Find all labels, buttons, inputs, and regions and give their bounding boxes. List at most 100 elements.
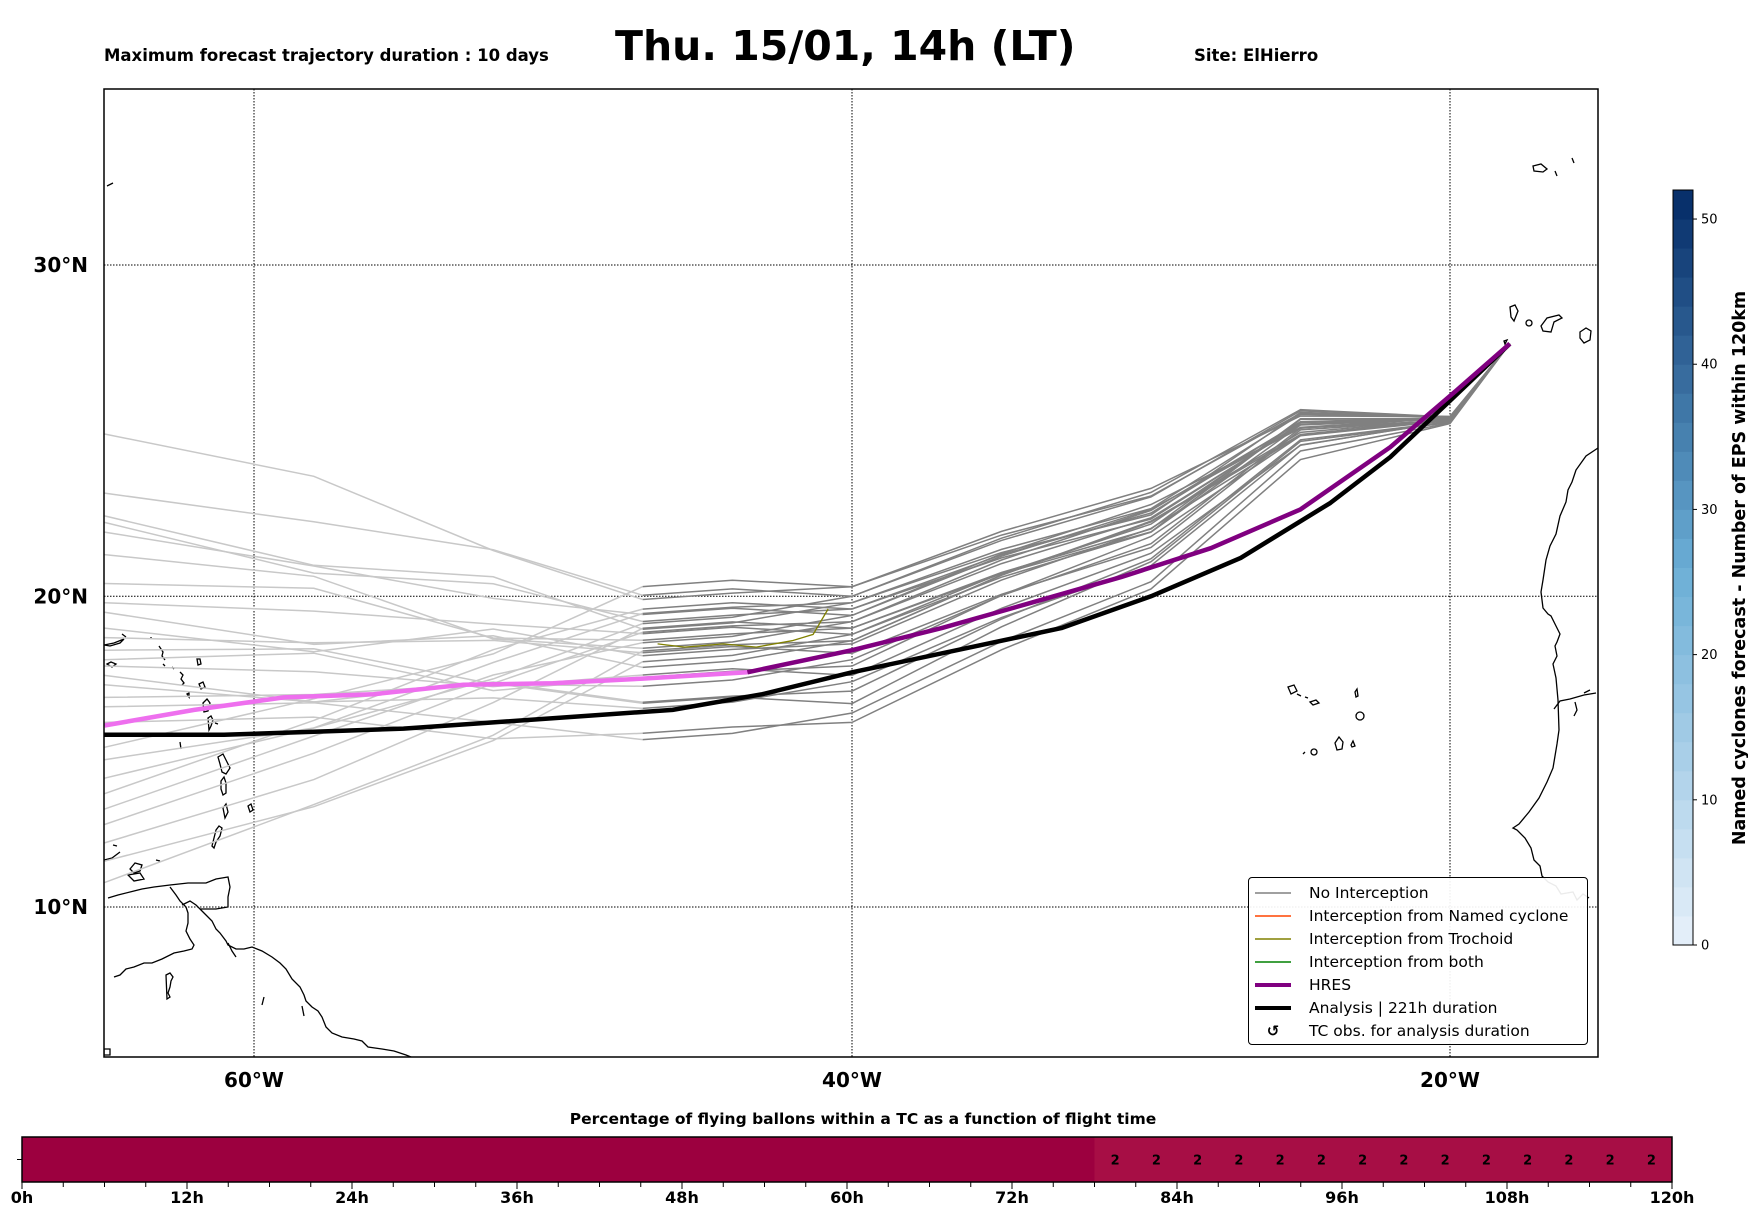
colorbar-level: [1673, 219, 1693, 249]
legend-item-tc-obs: ↺ TC obs. for analysis duration: [1249, 1019, 1530, 1042]
tc-bar-tick-label: 108h: [1485, 1188, 1530, 1207]
colorbar-level: [1673, 277, 1693, 307]
colorbar-level: [1673, 886, 1693, 917]
colorbar-level: [1673, 654, 1693, 685]
tc-bar-cell-label: 2: [1564, 1154, 1573, 1169]
legend-swatch-named-cyclone: [1255, 914, 1291, 917]
ensemble-trajectory-faded: [104, 661, 644, 862]
legend-item-named-cyclone: Interception from Named cyclone: [1249, 904, 1568, 927]
coastline-africa: [1511, 447, 1598, 902]
colorbar-tick-label: 30: [1701, 503, 1718, 518]
legend-swatch-hres: [1255, 982, 1291, 987]
colorbar-level: [1673, 538, 1693, 568]
main-title: Thu. 15/01, 14h (LT): [615, 22, 1076, 70]
hres-trajectory-faded: [104, 670, 748, 728]
tc-bar-tick-label: 0h: [11, 1188, 34, 1207]
tc-bar-tick-label: 96h: [1325, 1188, 1359, 1207]
ensemble-trajectory-faded: [104, 433, 643, 601]
tc-bar-tick-label: 72h: [995, 1188, 1029, 1207]
ensemble-trajectory-faded: [104, 492, 643, 597]
ensemble-trajectory-faded: [104, 531, 643, 616]
coastline-caribbean: [211, 753, 254, 850]
y-tick-label: 20°N: [33, 584, 88, 608]
colorbar-level: [1673, 799, 1693, 830]
colorbar-level: [1673, 509, 1693, 539]
ensemble-trajectory: [642, 343, 1511, 741]
ensemble-trajectory-faded: [104, 608, 643, 795]
colorbar-level: [1673, 915, 1693, 946]
legend-label: Interception from Trochoid: [1309, 929, 1514, 948]
colorbar-tick-label: 50: [1701, 213, 1718, 228]
coastline-south-america: [104, 972, 174, 1056]
colorbar-level: [1673, 625, 1693, 656]
colorbar: 0 10 20 30 40 50: [1672, 189, 1718, 954]
legend-item-trochoid: Interception from Trochoid: [1249, 927, 1513, 950]
tc-bar-cell-label: 2: [1111, 1154, 1120, 1169]
colorbar-level: [1673, 248, 1693, 278]
tc-bar-title: Percentage of flying ballons within a TC…: [569, 1110, 1157, 1128]
coastline-south-america: [181, 900, 413, 1057]
tc-bar-cell-label: 2: [1523, 1154, 1532, 1169]
colorbar-level: [1673, 857, 1693, 888]
colorbar-frame: [1672, 189, 1694, 946]
ensemble-trajectory-faded: [104, 636, 643, 654]
y-tick-label: 30°N: [33, 253, 88, 277]
tc-bar-cell-label: 2: [1441, 1154, 1450, 1169]
ensemble-trajectory-faded: [104, 641, 643, 810]
tc-bar-tick-label: 84h: [1160, 1188, 1194, 1207]
tc-bar-tick-label: 36h: [500, 1188, 534, 1207]
legend-label: Interception from Named cyclone: [1309, 906, 1569, 925]
tc-bar-cell-label: 2: [1647, 1154, 1656, 1169]
colorbar-tick-label: 0: [1701, 939, 1709, 954]
ensemble-trajectory-faded: [104, 631, 643, 826]
colorbar-level: [1673, 364, 1693, 394]
ensemble-trajectory-faded: [104, 650, 644, 884]
tc-bar-tick-label: 48h: [665, 1188, 699, 1207]
legend: No Interception Interception from Named …: [1248, 877, 1588, 1045]
colorbar-tick-label: 40: [1701, 358, 1718, 373]
map-plot: 60°W 40°W 20°W 10°N 20°N 30°N: [33, 88, 1599, 1092]
x-tick-label: 60°W: [224, 1068, 284, 1092]
coastline-island: [1532, 157, 1575, 177]
legend-label: Analysis | 221h duration: [1309, 998, 1498, 1017]
colorbar-level: [1673, 306, 1693, 336]
tc-bar-segment: [22, 1137, 1095, 1182]
y-tick-label: 10°N: [33, 895, 88, 919]
ensemble-trajectory-faded: [104, 612, 643, 779]
tc-bar-cell-label: 2: [1317, 1154, 1326, 1169]
tc-bar-cell-label: 2: [1482, 1154, 1491, 1169]
legend-swatch-no-interception: [1255, 891, 1291, 894]
coastline-africa-detail: [1553, 689, 1597, 717]
tc-bar-tick-label: 12h: [170, 1188, 204, 1207]
main-trajectories: [104, 342, 1512, 738]
coastline-bermuda: [106, 182, 114, 187]
tc-bar-cell-label: 2: [1234, 1154, 1243, 1169]
ensemble-trajectory-faded: [104, 622, 643, 761]
site-text: Site: ElHierro: [1194, 45, 1319, 65]
colorbar-tick-label: 20: [1701, 648, 1718, 663]
colorbar-level: [1673, 712, 1693, 743]
ensemble-trajectory-faded: [104, 627, 644, 844]
coastlines: [104, 157, 1598, 1057]
trochoid-interception-trajectory: [657, 608, 829, 648]
ensemble-trajectory: [642, 343, 1511, 735]
ensemble-trajectory-faded: [104, 521, 643, 623]
ensemble-trajectory-faded: [104, 585, 644, 749]
tc-bar-cell-label: 2: [1358, 1154, 1367, 1169]
tc-bar-cell-label: 2: [1606, 1154, 1615, 1169]
colorbar-level: [1673, 393, 1693, 423]
colorbar-level: [1673, 422, 1693, 452]
legend-label: No Interception: [1309, 883, 1429, 902]
legend-label: Interception from both: [1309, 952, 1484, 971]
legend-label: TC obs. for analysis duration: [1309, 1021, 1530, 1040]
tc-obs-symbol-icon: ↺: [1266, 1021, 1280, 1040]
colorbar-level: [1673, 828, 1693, 859]
x-tick-label: 40°W: [822, 1068, 882, 1092]
colorbar-level: [1673, 190, 1693, 220]
tc-bar-title-wrap: Percentage of flying ballons within a TC…: [0, 1110, 1748, 1128]
colorbar-level: [1673, 741, 1693, 772]
colorbar-level: [1673, 683, 1693, 714]
legend-item-no-interception: No Interception: [1249, 881, 1429, 904]
x-tick-label: 20°W: [1420, 1068, 1480, 1092]
